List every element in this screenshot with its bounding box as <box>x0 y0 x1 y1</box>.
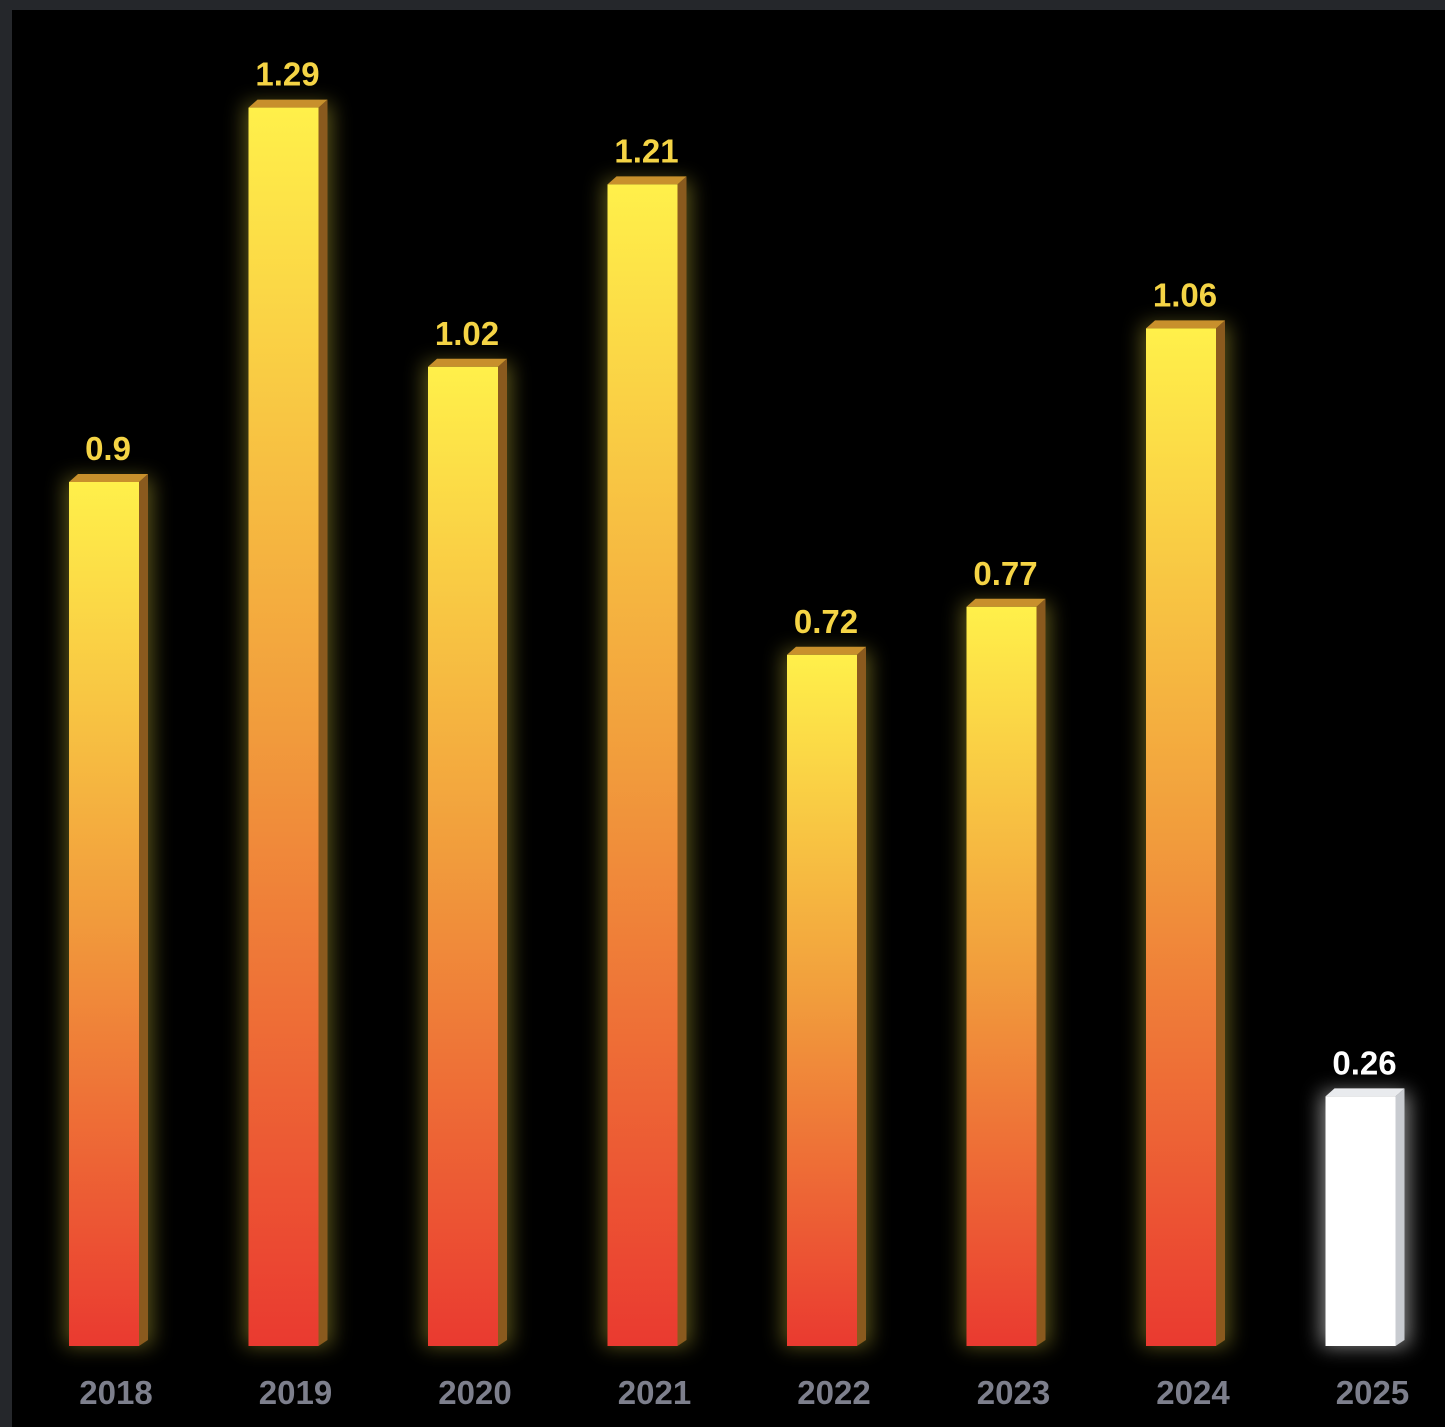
bar-front-face <box>1146 328 1216 1346</box>
bar-front-face <box>1325 1096 1396 1346</box>
bar-front-face <box>428 366 498 1346</box>
value-labels: 0.9 1.29 1.02 1.21 0.72 0.77 1.06 0.26 <box>85 56 1397 1082</box>
bar-top-face <box>69 474 148 482</box>
value-label-2023: 0.77 <box>973 555 1037 592</box>
tick-label-2025: 2025 <box>1336 1374 1409 1411</box>
tick-label-2019: 2019 <box>259 1374 332 1411</box>
bar-side-face <box>498 358 507 1346</box>
bar-2024 <box>1142 320 1229 1346</box>
bar-top-face <box>1325 1088 1405 1097</box>
tick-label-2022: 2022 <box>797 1374 870 1411</box>
bar-2018 <box>65 474 152 1346</box>
bars <box>65 99 1409 1347</box>
bar-side-face <box>1395 1088 1405 1346</box>
value-label-2018: 0.9 <box>85 430 131 467</box>
bar-2025 <box>1321 1088 1409 1346</box>
bar-2020 <box>424 358 511 1346</box>
bar-top-face <box>248 99 328 108</box>
bar-2021 <box>603 176 691 1346</box>
tick-label-2023: 2023 <box>977 1374 1050 1411</box>
bar-top-face <box>1146 320 1225 329</box>
bar-side-face <box>677 176 687 1346</box>
bar-front-face <box>69 482 139 1346</box>
bar-top-face <box>607 176 687 185</box>
value-label-2020: 1.02 <box>435 315 499 352</box>
bar-side-face <box>857 646 866 1346</box>
bar-chart: 0.9 1.29 1.02 1.21 0.72 0.77 1.06 0.26 2018 2019… <box>65 56 1409 1411</box>
bar-side-face <box>1216 320 1225 1346</box>
value-label-2024: 1.06 <box>1153 276 1217 313</box>
value-label-2021: 1.21 <box>614 132 678 169</box>
value-label-2025: 0.26 <box>1332 1044 1396 1081</box>
bar-top-face <box>787 646 866 655</box>
value-label-2019: 1.29 <box>255 56 319 93</box>
bar-front-face <box>966 606 1037 1346</box>
x-axis-tick-labels: 2018 2019 2020 2021 2022 2023 2024 2025 <box>79 1374 1409 1411</box>
value-label-2022: 0.72 <box>794 603 858 640</box>
bar-2023 <box>962 598 1050 1346</box>
bar-front-face <box>607 184 678 1346</box>
bar-front-face <box>248 107 319 1347</box>
bar-front-face <box>787 654 857 1346</box>
bar-side-face <box>318 99 328 1347</box>
tick-label-2020: 2020 <box>438 1374 511 1411</box>
tick-label-2024: 2024 <box>1156 1374 1230 1411</box>
chart-frame: 0.9 1.29 1.02 1.21 0.72 0.77 1.06 0.26 2018 2019… <box>12 10 1445 1427</box>
tick-label-2021: 2021 <box>618 1374 691 1411</box>
bar-top-face <box>966 598 1046 607</box>
tick-label-2018: 2018 <box>79 1374 152 1411</box>
bar-2019 <box>244 99 332 1347</box>
bar-top-face <box>428 358 507 367</box>
bar-2022 <box>783 646 870 1346</box>
bar-side-face <box>1036 598 1046 1346</box>
bar-side-face <box>139 474 148 1346</box>
